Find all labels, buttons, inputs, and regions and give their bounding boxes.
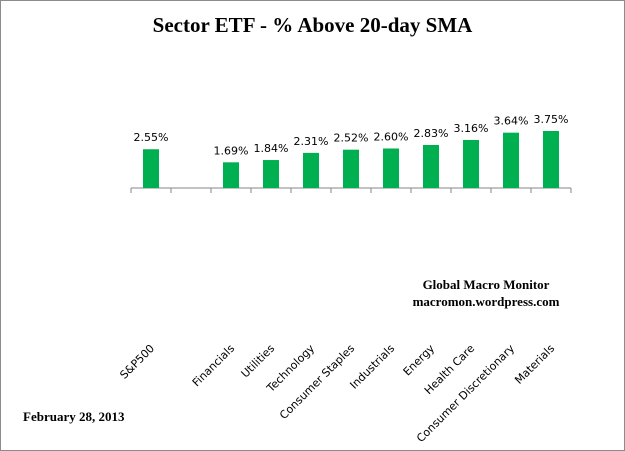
value-label: 2.52% (334, 132, 369, 145)
value-label: 2.60% (374, 130, 409, 143)
value-label: 2.55% (134, 131, 169, 144)
bar (143, 149, 159, 188)
date-label: February 28, 2013 (23, 409, 125, 424)
category-label: Energy (401, 342, 438, 379)
bar (423, 144, 439, 188)
source-name: Global Macro Monitor (422, 277, 550, 292)
value-label: 1.84% (254, 142, 289, 155)
chart-title: Sector ETF - % Above 20-day SMA (152, 13, 473, 37)
bar (383, 148, 399, 188)
category-label: Materials (512, 342, 557, 387)
bar (303, 152, 319, 188)
source-url: macromon.wordpress.com (412, 294, 560, 309)
value-label: 3.75% (534, 113, 569, 126)
bar (503, 132, 519, 188)
bar (343, 149, 359, 188)
bar (263, 160, 279, 188)
value-label: 3.16% (454, 122, 489, 135)
category-label: Utilities (239, 342, 278, 381)
bar (463, 139, 479, 188)
category-label: Financials (190, 342, 237, 389)
value-label: 2.31% (294, 135, 329, 148)
bar (223, 162, 239, 188)
value-label: 3.64% (494, 115, 529, 128)
category-label: Consumer Staples (277, 342, 357, 422)
category-label: S&P500 (117, 342, 157, 382)
value-label: 1.69% (214, 144, 249, 157)
value-label: 2.83% (414, 127, 449, 140)
bar (543, 131, 559, 188)
